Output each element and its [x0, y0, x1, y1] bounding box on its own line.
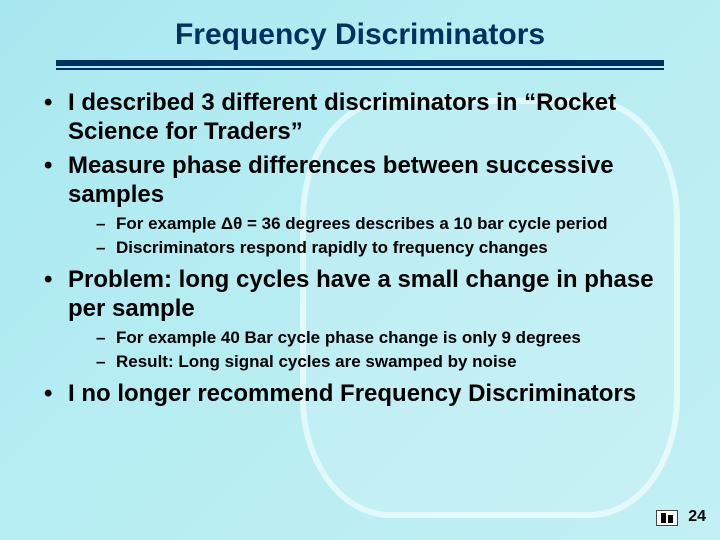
sub-bullet-item: For example 40 Bar cycle phase change is…: [68, 327, 686, 349]
rule-thick: [56, 60, 664, 66]
sub-bullet-item: Result: Long signal cycles are swamped b…: [68, 351, 686, 373]
sub-bullet-list: For example 40 Bar cycle phase change is…: [68, 327, 686, 373]
bullet-text: Problem: long cycles have a small change…: [68, 266, 654, 322]
sub-bullet-list: For example Δθ = 36 degrees describes a …: [68, 213, 686, 259]
logo-icon: [656, 510, 678, 526]
sub-bullet-item: Discriminators respond rapidly to freque…: [68, 237, 686, 259]
bullet-item: Measure phase differences between succes…: [34, 151, 686, 259]
bullet-item: I described 3 different discriminators i…: [34, 88, 686, 147]
bullet-text: Measure phase differences between succes…: [68, 152, 614, 208]
page-number: 24: [688, 508, 706, 526]
bullet-item: Problem: long cycles have a small change…: [34, 265, 686, 373]
sub-bullet-text: For example 40 Bar cycle phase change is…: [116, 328, 581, 347]
bullet-list: I described 3 different discriminators i…: [34, 88, 686, 408]
sub-bullet-text: Discriminators respond rapidly to freque…: [116, 238, 548, 257]
sub-bullet-text: Result: Long signal cycles are swamped b…: [116, 352, 517, 371]
sub-bullet-text: For example Δθ = 36 degrees describes a …: [116, 214, 608, 233]
sub-bullet-item: For example Δθ = 36 degrees describes a …: [68, 213, 686, 235]
title-underline: [28, 60, 692, 70]
title-wrap: Frequency Discriminators: [28, 18, 692, 54]
slide-title: Frequency Discriminators: [169, 18, 551, 54]
rule-thin: [56, 68, 664, 70]
content-area: I described 3 different discriminators i…: [28, 84, 692, 408]
bullet-text: I no longer recommend Frequency Discrimi…: [68, 380, 636, 407]
bullet-text: I described 3 different discriminators i…: [68, 89, 616, 145]
bullet-item: I no longer recommend Frequency Discrimi…: [34, 379, 686, 408]
slide: Frequency Discriminators I described 3 d…: [0, 0, 720, 540]
